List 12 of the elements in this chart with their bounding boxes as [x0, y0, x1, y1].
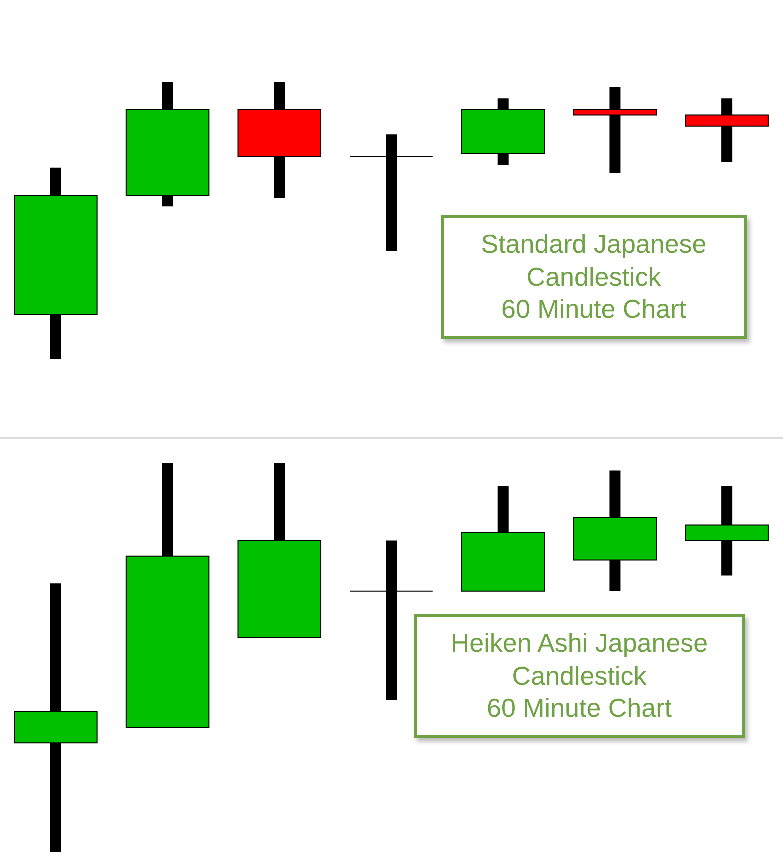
annotation: Heiken Ashi Japanese Candlestick: [450, 627, 710, 692]
candlestick: [350, 540, 434, 700]
annotation: 60 Minute Chart: [500, 293, 688, 326]
note-box: Heiken Ashi Japanese Candlestick 60 Minute Chart: [414, 614, 745, 738]
annotation: Standard Japanese Candlestick: [480, 228, 708, 293]
note-box: Standard Japanese Candlestick 60 Minute Chart: [441, 215, 747, 338]
annotation: 60 Minute Chart: [486, 692, 673, 724]
candlestick: [350, 134, 434, 251]
candlestick: [573, 88, 658, 174]
candlestick: [685, 98, 769, 162]
candlestick: [685, 486, 769, 576]
candlestick: [14, 584, 98, 852]
